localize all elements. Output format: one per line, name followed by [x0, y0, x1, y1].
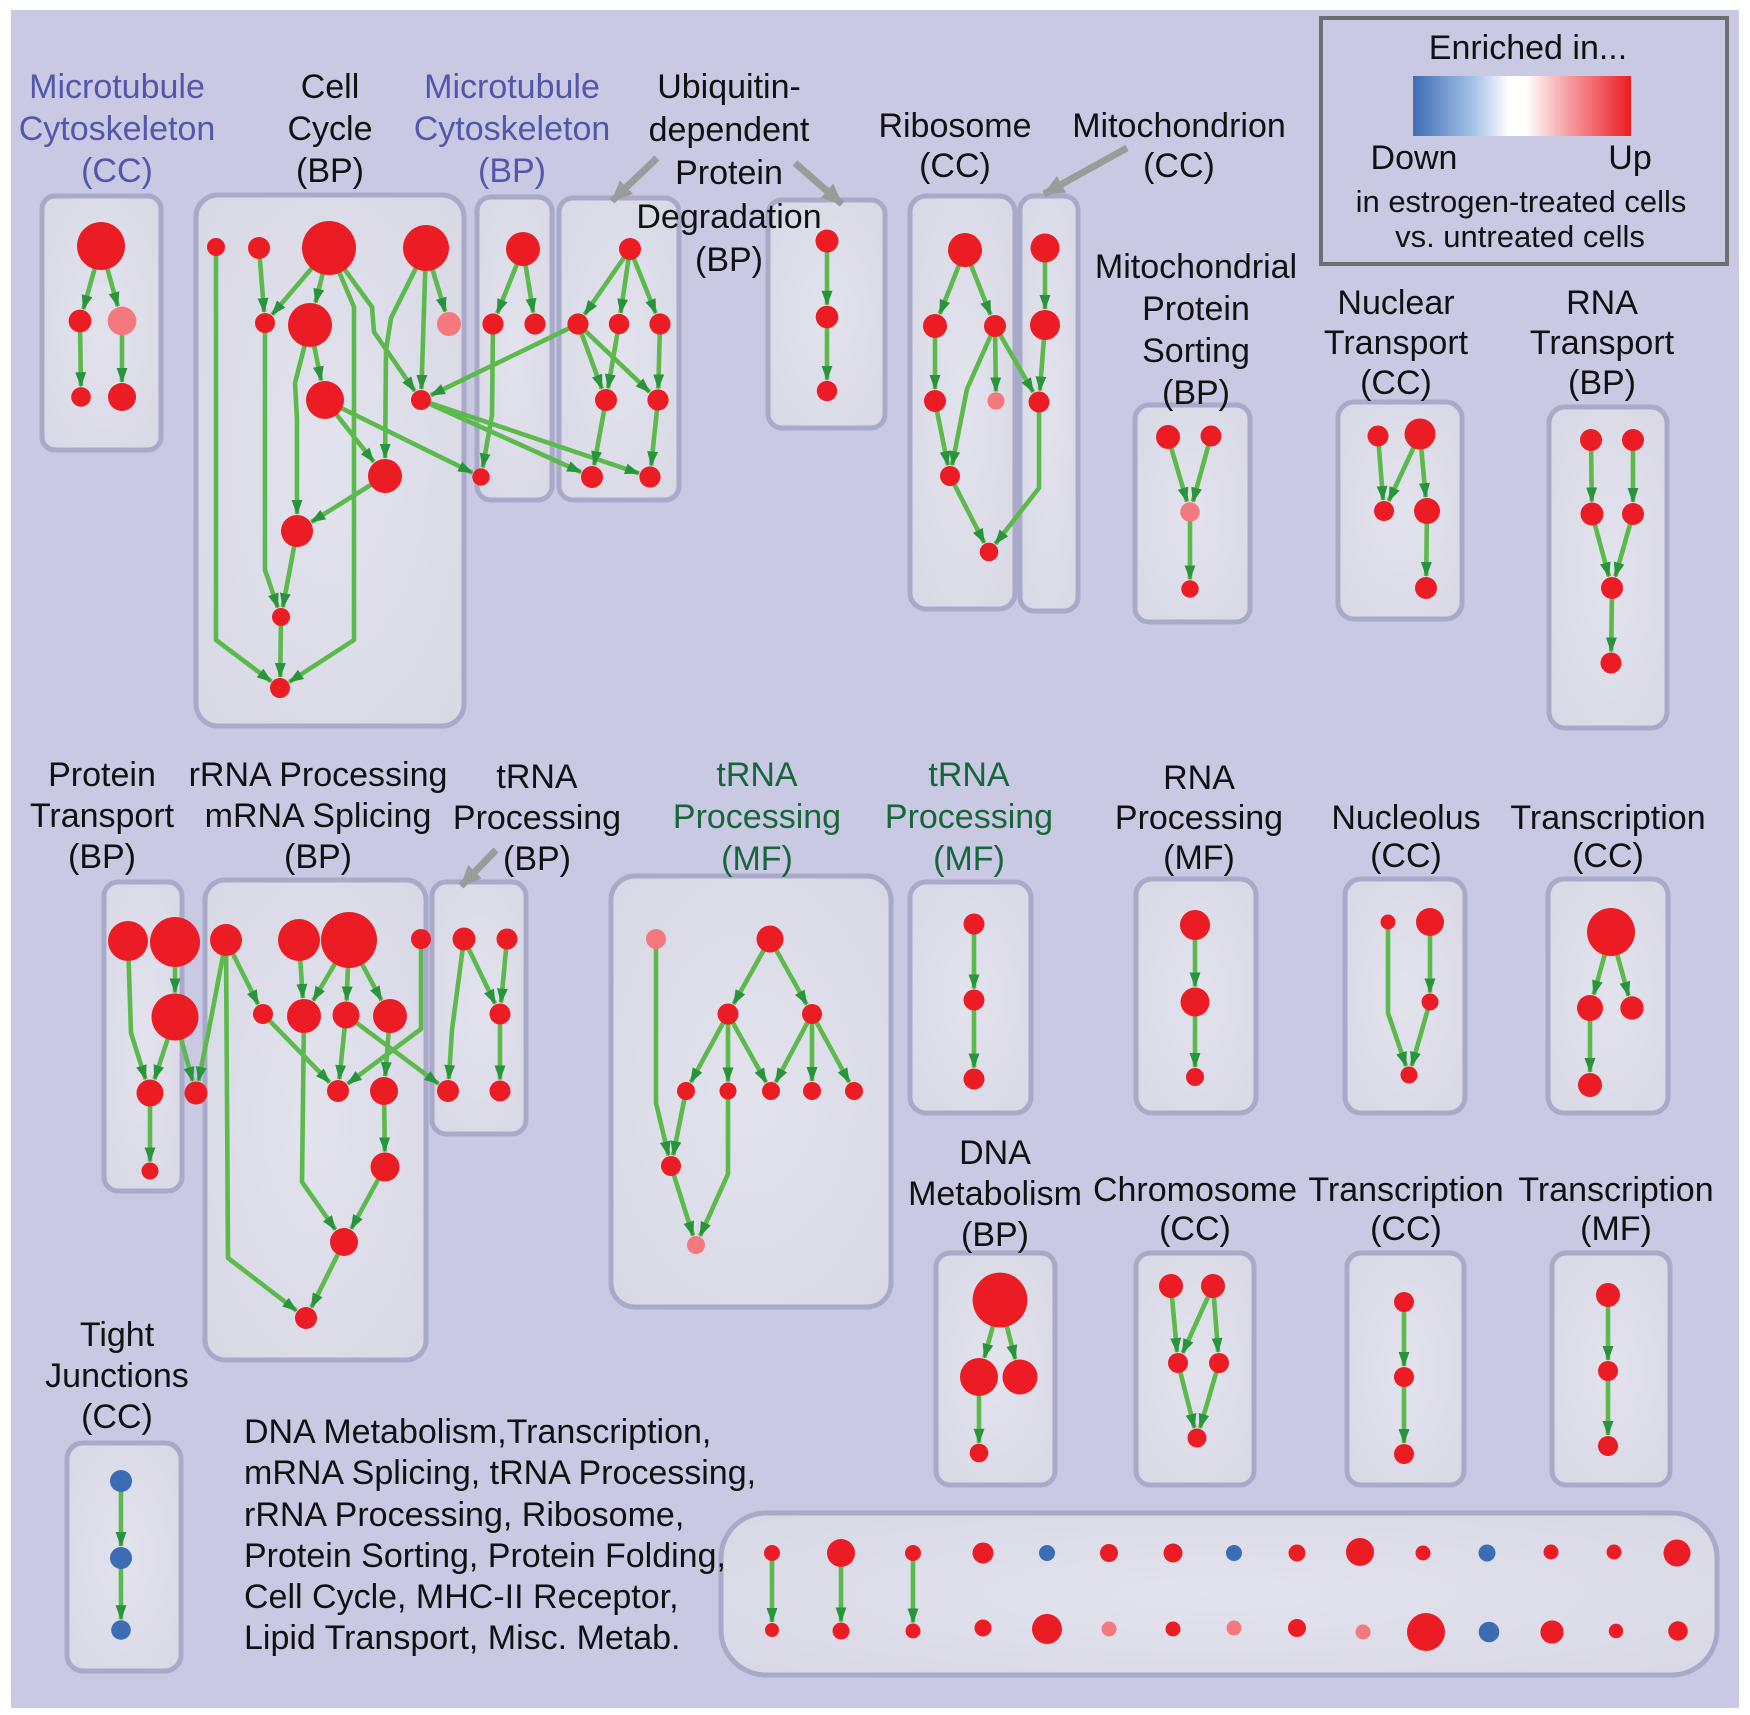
svg-text:Microtubule: Microtubule [424, 68, 600, 106]
svg-text:(CC): (CC) [1370, 837, 1442, 875]
svg-text:dependent: dependent [649, 111, 810, 149]
svg-text:(MF): (MF) [1580, 1210, 1652, 1248]
svg-text:Nucleolus: Nucleolus [1331, 799, 1480, 837]
svg-text:Protein: Protein [1142, 290, 1250, 328]
svg-text:Transcription: Transcription [1518, 1171, 1713, 1209]
svg-text:vs. untreated cells: vs. untreated cells [1395, 219, 1645, 254]
svg-text:Processing: Processing [885, 798, 1053, 836]
svg-text:Up: Up [1608, 139, 1651, 177]
svg-text:(CC): (CC) [1159, 1210, 1231, 1248]
svg-text:(BP): (BP) [284, 838, 352, 876]
svg-text:(BP): (BP) [1162, 374, 1230, 412]
svg-text:Transcription: Transcription [1308, 1171, 1503, 1209]
svg-text:DNA: DNA [959, 1134, 1031, 1172]
svg-text:Chromosome: Chromosome [1093, 1171, 1297, 1209]
svg-text:(CC): (CC) [1370, 1210, 1442, 1248]
svg-text:Cycle: Cycle [287, 110, 372, 148]
svg-text:(BP): (BP) [68, 838, 136, 876]
svg-text:DNA Metabolism,Transcription,: DNA Metabolism,Transcription, [244, 1413, 711, 1451]
svg-text:Protein Sorting, Protein Foldi: Protein Sorting, Protein Folding, [244, 1537, 726, 1575]
svg-text:Lipid Transport, Misc. Metab.: Lipid Transport, Misc. Metab. [244, 1619, 681, 1657]
svg-text:Enriched in...: Enriched in... [1429, 29, 1627, 67]
svg-text:tRNA: tRNA [716, 756, 798, 794]
svg-text:(BP): (BP) [296, 152, 364, 190]
svg-text:Mitochondrion: Mitochondrion [1072, 107, 1286, 145]
svg-text:(CC): (CC) [1143, 147, 1215, 185]
svg-text:(BP): (BP) [478, 152, 546, 190]
svg-text:(MF): (MF) [1163, 839, 1235, 877]
svg-text:Transport: Transport [1530, 324, 1675, 362]
svg-text:(BP): (BP) [961, 1216, 1029, 1254]
svg-text:mRNA Splicing: mRNA Splicing [205, 797, 432, 835]
svg-text:(BP): (BP) [695, 241, 763, 279]
svg-text:Ribosome: Ribosome [878, 107, 1031, 145]
svg-text:(BP): (BP) [1568, 364, 1636, 402]
svg-text:Sorting: Sorting [1142, 332, 1250, 370]
svg-text:Metabolism: Metabolism [908, 1175, 1082, 1213]
svg-text:Processing: Processing [1115, 799, 1283, 837]
svg-text:RNA: RNA [1163, 759, 1235, 797]
svg-text:RNA: RNA [1566, 284, 1638, 322]
svg-text:(CC): (CC) [1360, 364, 1432, 402]
svg-text:(CC): (CC) [919, 147, 991, 185]
svg-text:Protein: Protein [675, 154, 783, 192]
svg-text:rRNA Processing, Ribosome,: rRNA Processing, Ribosome, [244, 1496, 684, 1534]
svg-text:Protein: Protein [48, 756, 156, 794]
svg-text:Tight: Tight [80, 1316, 155, 1354]
svg-text:Transcription: Transcription [1510, 799, 1705, 837]
svg-text:Processing: Processing [453, 799, 621, 837]
svg-text:Microtubule: Microtubule [29, 68, 205, 106]
svg-text:Cytoskeleton: Cytoskeleton [414, 110, 611, 148]
svg-text:Nuclear: Nuclear [1337, 284, 1454, 322]
svg-text:Cell Cycle, MHC-II Receptor,: Cell Cycle, MHC-II Receptor, [244, 1578, 679, 1616]
svg-text:Junctions: Junctions [45, 1357, 189, 1395]
svg-text:(CC): (CC) [1572, 837, 1644, 875]
svg-text:Cell: Cell [301, 68, 360, 106]
svg-text:(MF): (MF) [933, 840, 1005, 878]
svg-text:(MF): (MF) [721, 840, 793, 878]
svg-text:Mitochondrial: Mitochondrial [1095, 248, 1297, 286]
svg-text:Degradation: Degradation [636, 198, 821, 236]
svg-text:Down: Down [1371, 139, 1458, 177]
svg-text:Ubiquitin-: Ubiquitin- [657, 68, 801, 106]
svg-text:in estrogen-treated cells: in estrogen-treated cells [1356, 184, 1687, 219]
svg-text:mRNA Splicing, tRNA Processing: mRNA Splicing, tRNA Processing, [244, 1454, 756, 1492]
svg-text:tRNA: tRNA [928, 756, 1010, 794]
svg-text:Cytoskeleton: Cytoskeleton [19, 110, 216, 148]
svg-text:(CC): (CC) [81, 152, 153, 190]
svg-text:tRNA: tRNA [496, 758, 578, 796]
svg-text:Transport: Transport [30, 797, 175, 835]
svg-text:(BP): (BP) [503, 840, 571, 878]
svg-text:Processing: Processing [673, 798, 841, 836]
svg-text:rRNA Processing: rRNA Processing [189, 756, 448, 794]
svg-text:Transport: Transport [1324, 324, 1469, 362]
svg-text:(CC): (CC) [81, 1398, 153, 1436]
